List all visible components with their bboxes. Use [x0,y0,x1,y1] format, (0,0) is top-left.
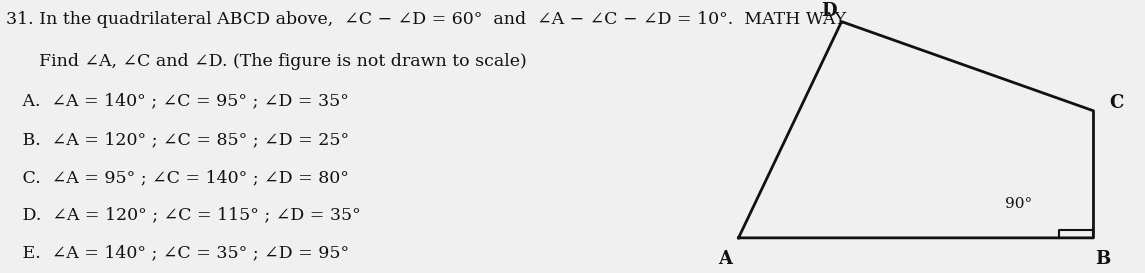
Text: A.  ∠A = 140° ; ∠C = 95° ; ∠D = 35°: A. ∠A = 140° ; ∠C = 95° ; ∠D = 35° [6,92,348,109]
Text: E.  ∠A = 140° ; ∠C = 35° ; ∠D = 95°: E. ∠A = 140° ; ∠C = 35° ; ∠D = 95° [6,245,349,262]
Text: C: C [1110,94,1123,112]
Text: C.  ∠A = 95° ; ∠C = 140° ; ∠D = 80°: C. ∠A = 95° ; ∠C = 140° ; ∠D = 80° [6,169,348,186]
Text: A: A [718,251,732,268]
Text: D: D [821,2,837,20]
Text: 31. In the quadrilateral ABCD above,  ∠C − ∠D = 60°  and  ∠A − ∠C − ∠D = 10°.  M: 31. In the quadrilateral ABCD above, ∠C … [6,11,846,28]
Text: B.  ∠A = 120° ; ∠C = 85° ; ∠D = 25°: B. ∠A = 120° ; ∠C = 85° ; ∠D = 25° [6,131,349,148]
Text: Find ∠A, ∠C and ∠D. (The figure is not drawn to scale): Find ∠A, ∠C and ∠D. (The figure is not d… [6,53,527,70]
Text: B: B [1095,251,1111,268]
Text: D.  ∠A = 120° ; ∠C = 115° ; ∠D = 35°: D. ∠A = 120° ; ∠C = 115° ; ∠D = 35° [6,207,361,224]
Text: 90°: 90° [1005,197,1033,211]
